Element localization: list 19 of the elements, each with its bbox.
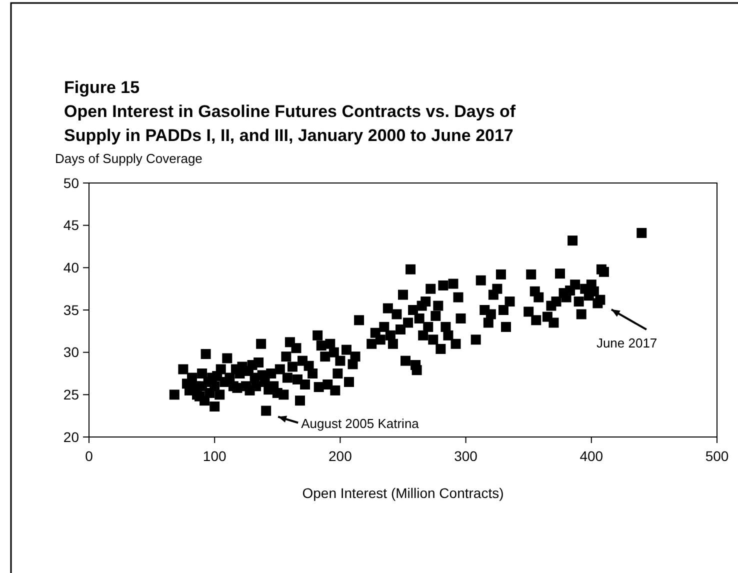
- x-tick-label: 300: [454, 448, 478, 464]
- x-tick-label: 500: [705, 448, 729, 464]
- annotation: June 2017: [596, 336, 658, 351]
- y-tick-label: 25: [63, 386, 80, 403]
- y-tick-label: 45: [63, 217, 80, 234]
- y-axis-title: Days of Supply Coverage: [55, 151, 202, 166]
- x-tick-label: 100: [202, 448, 226, 464]
- chart-subtitle: Open Interest in Gasoline Futures Contracts vs. Days of Supply in PADDs I, II, and III, January 2000 to June 2017: [64, 102, 516, 145]
- y-tick-label: 20: [63, 428, 80, 445]
- x-tick-label: 400: [580, 448, 604, 464]
- y-tick-label: 50: [63, 174, 80, 191]
- y-tick-label: 40: [63, 260, 80, 276]
- annotation: August 2005 Katrina: [301, 416, 420, 431]
- chart-title: Figure 15: [64, 78, 140, 97]
- x-tick-label: 200: [328, 448, 352, 464]
- x-axis-title: Open Interest (Million Contracts): [302, 485, 504, 501]
- x-tick-label: 0: [85, 448, 94, 464]
- y-tick-label: 30: [63, 344, 80, 360]
- y-tick-label: 35: [63, 302, 80, 318]
